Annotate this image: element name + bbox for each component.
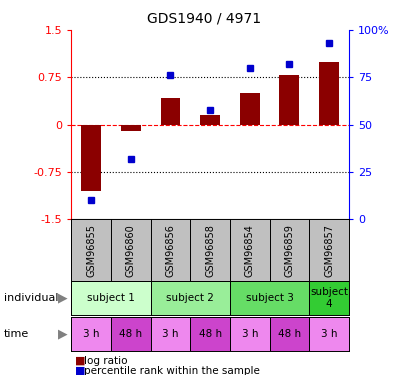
Text: ▶: ▶ — [58, 327, 67, 340]
Text: subject 1: subject 1 — [87, 293, 135, 303]
Text: ■: ■ — [75, 356, 86, 366]
Text: 3 h: 3 h — [83, 329, 100, 339]
Bar — [319, 62, 339, 124]
Text: GSM96855: GSM96855 — [86, 224, 96, 277]
Bar — [111, 317, 151, 351]
Bar — [121, 124, 141, 131]
Bar — [230, 281, 309, 315]
Bar — [309, 281, 349, 315]
Text: subject 3: subject 3 — [246, 293, 293, 303]
Bar — [151, 281, 230, 315]
Bar — [309, 317, 349, 351]
Text: 48 h: 48 h — [119, 329, 142, 339]
Bar — [190, 317, 230, 351]
Text: GDS1940 / 4971: GDS1940 / 4971 — [147, 11, 261, 25]
Bar — [81, 124, 101, 191]
Text: log ratio: log ratio — [84, 356, 127, 366]
Text: ▶: ▶ — [58, 292, 67, 304]
Bar — [151, 317, 190, 351]
Bar — [200, 115, 220, 125]
Bar — [230, 317, 270, 351]
Text: 3 h: 3 h — [162, 329, 179, 339]
Text: GSM96854: GSM96854 — [245, 224, 255, 277]
Bar — [71, 281, 151, 315]
Text: time: time — [4, 329, 29, 339]
Text: 3 h: 3 h — [321, 329, 337, 339]
Bar — [270, 317, 309, 351]
Text: percentile rank within the sample: percentile rank within the sample — [84, 366, 259, 375]
Text: GSM96856: GSM96856 — [166, 224, 175, 277]
Text: 48 h: 48 h — [199, 329, 222, 339]
Text: 3 h: 3 h — [242, 329, 258, 339]
Bar — [161, 98, 180, 124]
Bar — [71, 317, 111, 351]
Text: ■: ■ — [75, 366, 86, 375]
Text: GSM96859: GSM96859 — [284, 224, 295, 277]
Text: subject 2: subject 2 — [166, 293, 214, 303]
Text: GSM96860: GSM96860 — [126, 224, 136, 277]
Bar — [279, 75, 299, 124]
Bar — [240, 93, 259, 124]
Text: GSM96857: GSM96857 — [324, 224, 334, 277]
Text: 48 h: 48 h — [278, 329, 301, 339]
Text: individual: individual — [4, 293, 59, 303]
Text: GSM96858: GSM96858 — [205, 224, 215, 277]
Text: subject
4: subject 4 — [310, 287, 348, 309]
